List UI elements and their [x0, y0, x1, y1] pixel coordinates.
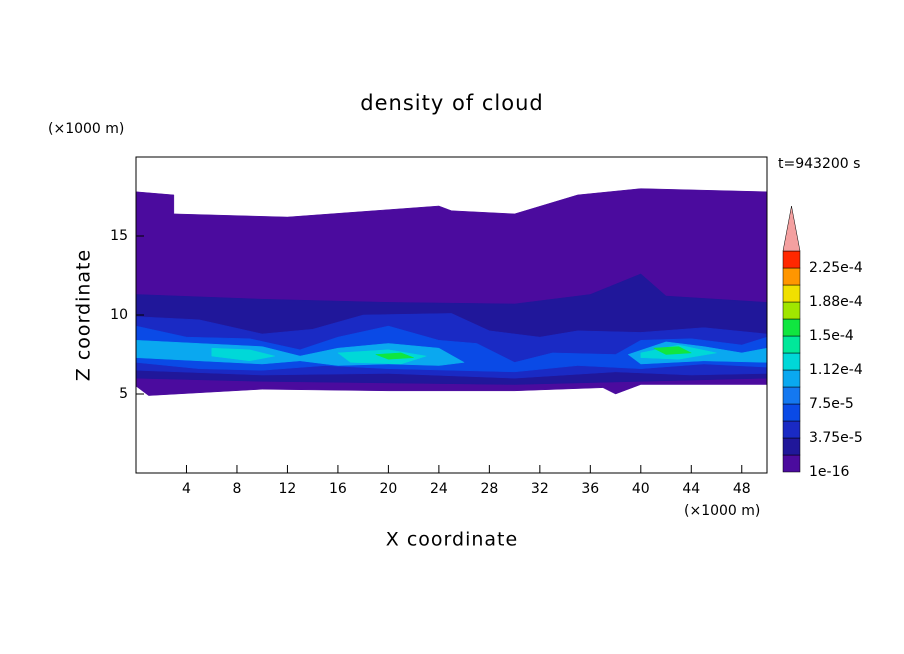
colorbar-band — [782, 250, 801, 269]
contour-region — [211, 347, 276, 362]
colorbar-tick-label: 1.5e-4 — [809, 328, 854, 344]
x-tick-label: 36 — [581, 481, 599, 497]
y-axis-label: Z coordinate — [73, 249, 95, 381]
x-tick-label: 40 — [632, 481, 650, 497]
chart-title: density of cloud — [360, 91, 543, 115]
colorbar-tick-label: 7.5e-5 — [809, 396, 854, 412]
x-tick-label: 32 — [531, 481, 549, 497]
colorbar-band — [782, 301, 801, 320]
colorbar-band — [782, 352, 801, 371]
x-unit: (×1000 m) — [684, 503, 760, 519]
colorbar-tick-label: 1.12e-4 — [809, 362, 863, 378]
colorbar-tick-label: 3.75e-5 — [809, 430, 863, 446]
x-tick-label: 44 — [682, 481, 700, 497]
x-tick-label: 12 — [279, 481, 297, 497]
contour-field — [136, 188, 767, 396]
x-tick-label: 48 — [733, 481, 751, 497]
y-tick-label: 15 — [110, 228, 128, 244]
colorbar-tick-label: 1e-16 — [809, 464, 849, 480]
contour-region — [653, 346, 692, 355]
contour-region — [375, 352, 414, 360]
x-tick-label: 20 — [379, 481, 397, 497]
x-tick-label: 4 — [182, 481, 191, 497]
colorbar-band — [782, 335, 801, 354]
time-annotation: t=943200 s — [778, 156, 860, 172]
colorbar-band — [782, 369, 801, 388]
x-tick-label: 24 — [430, 481, 448, 497]
x-tick-label: 28 — [480, 481, 498, 497]
x-tick-label: 16 — [329, 481, 347, 497]
y-unit: (×1000 m) — [48, 121, 124, 137]
x-tick-label: 8 — [232, 481, 241, 497]
x-axis-label: X coordinate — [386, 529, 518, 551]
colorbar-band — [782, 437, 801, 456]
colorbar-extension — [782, 205, 801, 252]
colorbar-band — [782, 284, 801, 303]
y-tick-label: 10 — [110, 307, 128, 323]
colorbar-band — [782, 267, 801, 286]
colorbar-band — [782, 386, 801, 405]
y-tick-label: 5 — [119, 386, 128, 402]
colorbar-tick-label: 2.25e-4 — [809, 260, 863, 276]
colorbar-tick-label: 1.88e-4 — [809, 294, 863, 310]
colorbar-band — [782, 403, 801, 422]
colorbar-band — [782, 318, 801, 337]
colorbar-band — [782, 420, 801, 439]
colorbar-band — [782, 454, 801, 473]
